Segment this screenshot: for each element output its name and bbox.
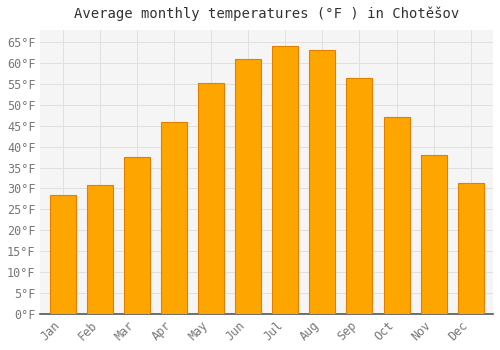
Bar <box>198 83 224 314</box>
Bar <box>124 157 150 314</box>
Bar <box>346 78 372 314</box>
Bar <box>235 59 261 314</box>
Bar <box>384 117 409 314</box>
Bar <box>86 185 113 314</box>
Bar <box>310 50 336 314</box>
Bar <box>420 155 446 314</box>
Bar <box>458 183 484 314</box>
Title: Average monthly temperatures (°F ) in Chotěšov: Average monthly temperatures (°F ) in Ch… <box>74 7 460 21</box>
Bar <box>272 46 298 314</box>
Bar <box>50 195 76 314</box>
Bar <box>161 121 187 314</box>
